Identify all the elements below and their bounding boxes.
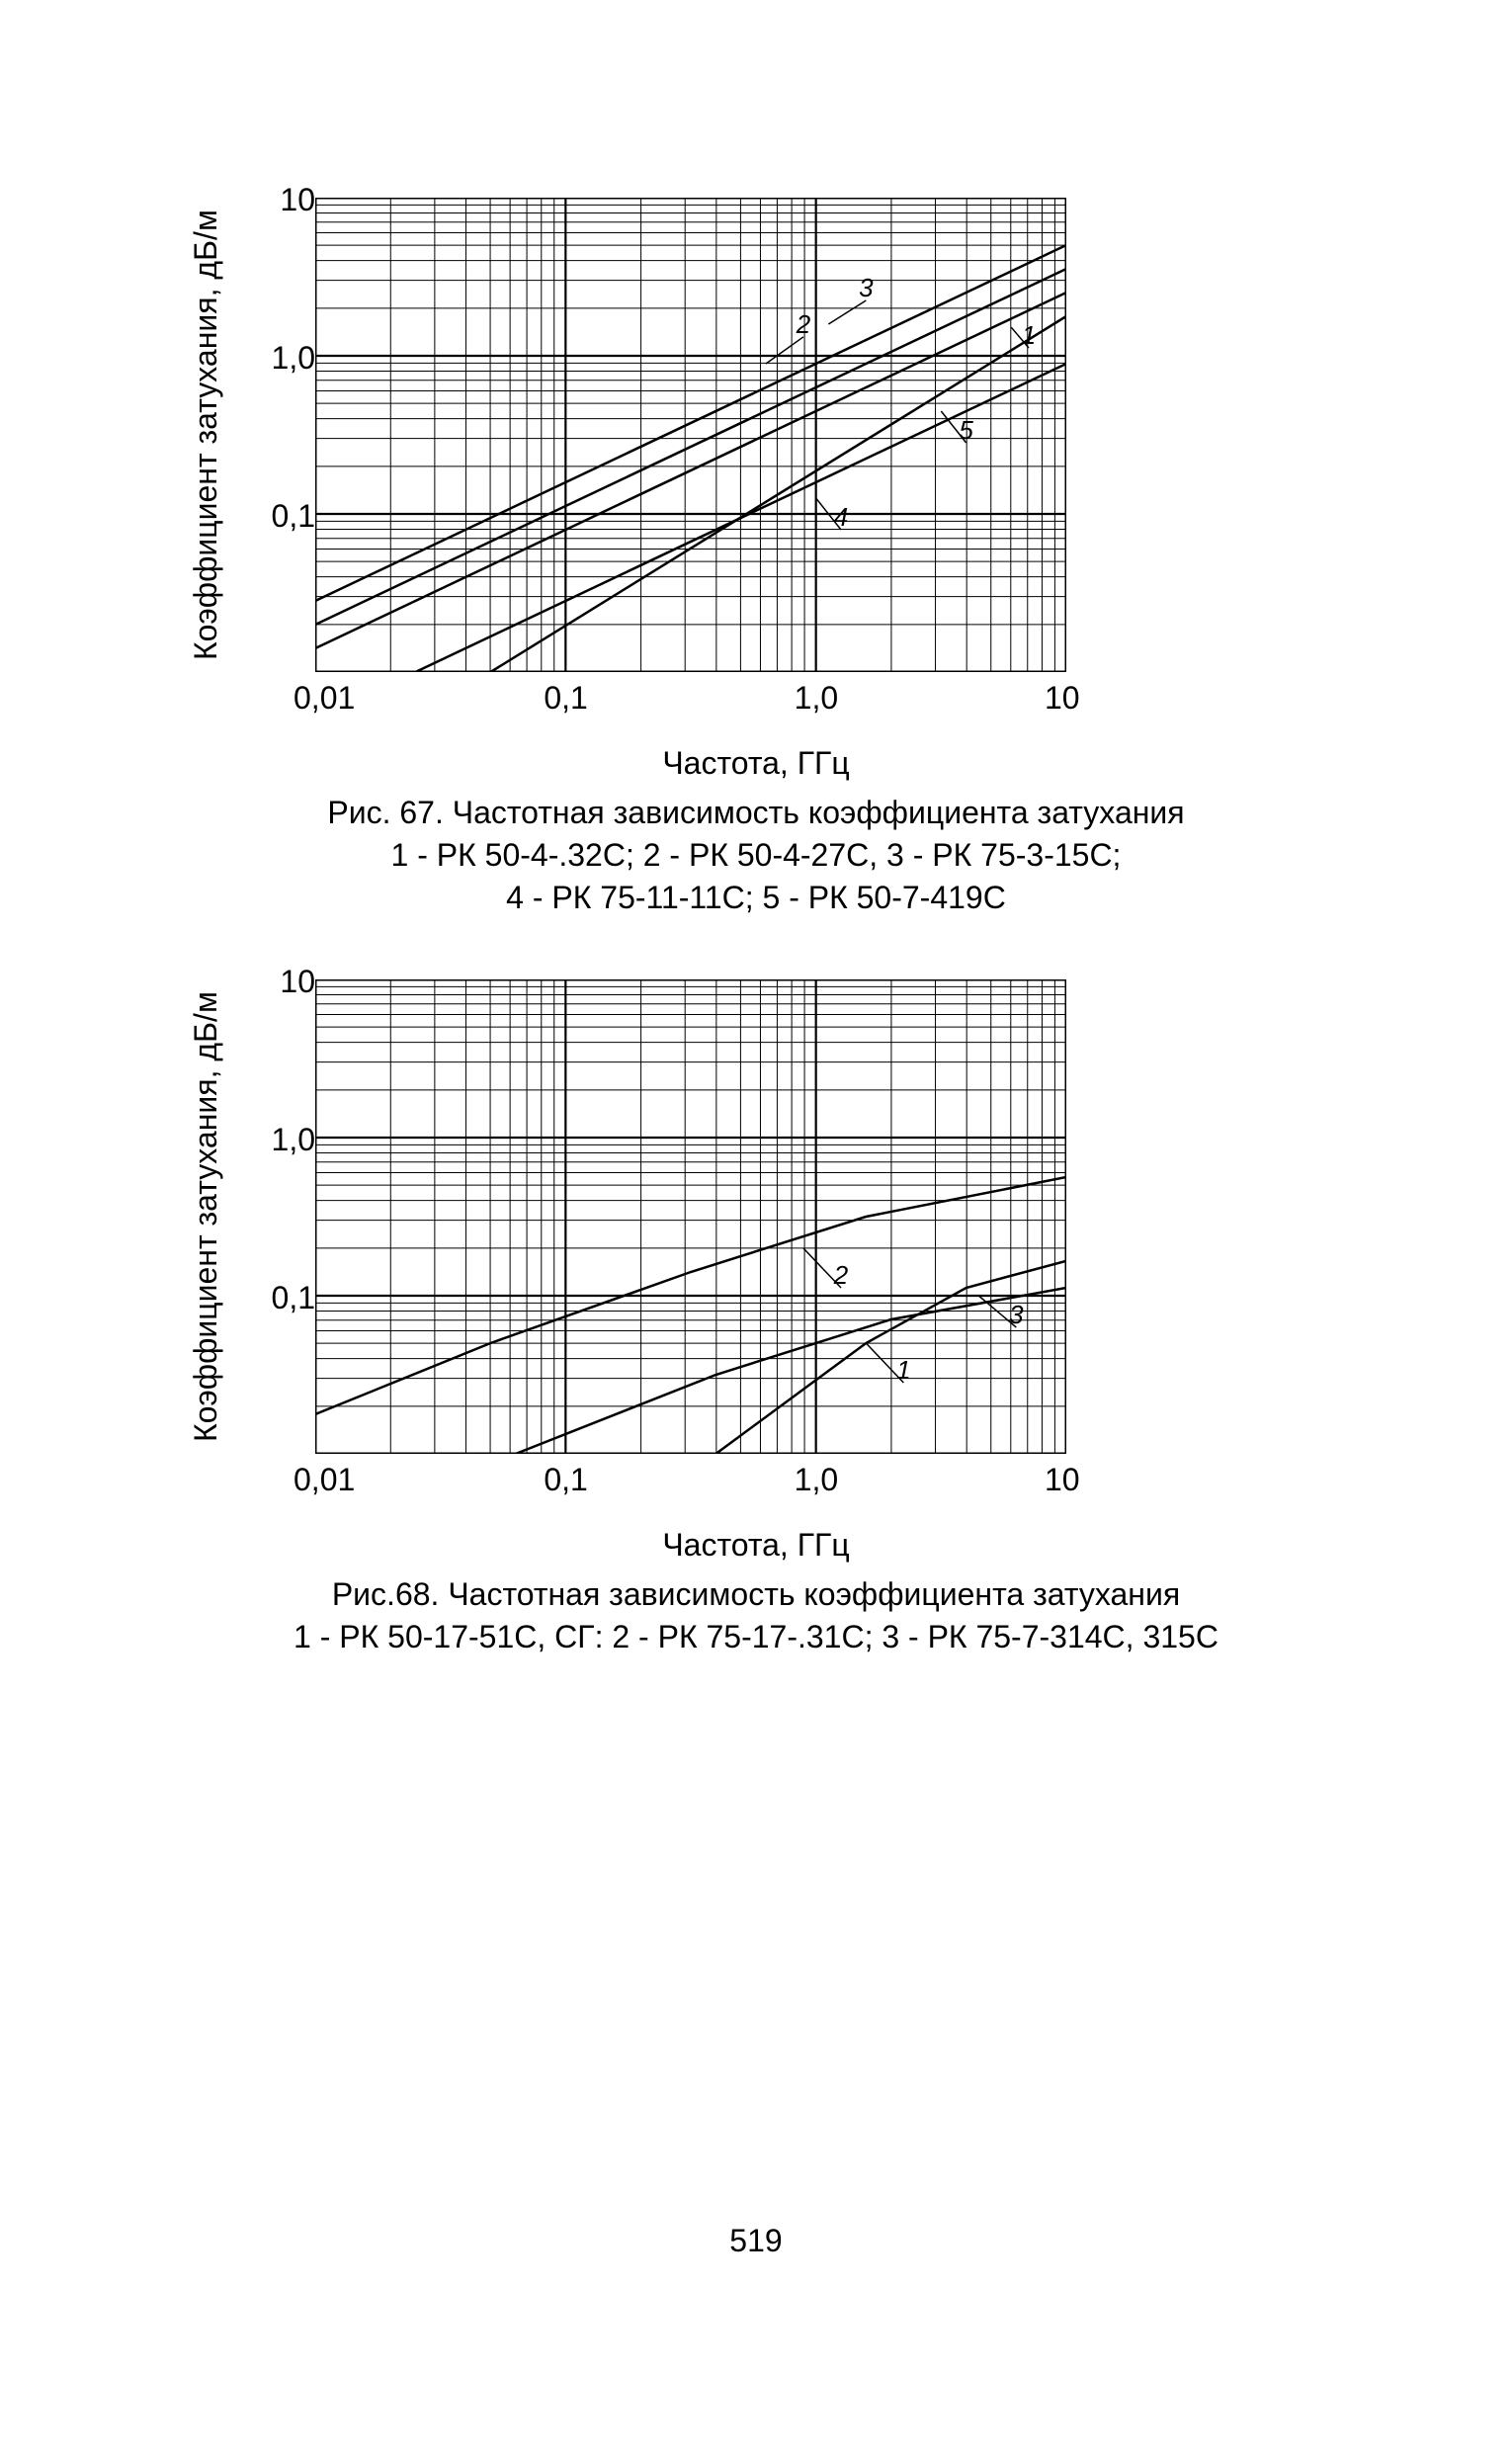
figure-67: Коэффициент затухания, дБ/м 10 1,0 0,1 1 2 3… xyxy=(188,198,1324,920)
caption-68-l1: Рис.68. Частотная зависимость коэффициен… xyxy=(332,1576,1180,1612)
y-tick-label: 10 xyxy=(280,964,315,1000)
caption-67: Рис. 67. Частотная зависимость коэффицие… xyxy=(188,792,1324,920)
svg-text:4: 4 xyxy=(834,502,848,532)
plot-67: 1 2 3 4 5 xyxy=(315,198,1066,672)
y-ticks-68: 101,00,1 xyxy=(234,979,315,1454)
x-tick-label: 1,0 xyxy=(795,680,838,717)
x-tick-label: 0,1 xyxy=(544,680,587,717)
x-tick-label: 0,1 xyxy=(544,1462,587,1498)
page: Коэффициент затухания, дБ/м 10 1,0 0,1 1 2 3… xyxy=(0,0,1512,2457)
x-tick-label: 1,0 xyxy=(795,1462,838,1498)
svg-text:3: 3 xyxy=(1009,1300,1024,1329)
caption-68: Рис.68. Частотная зависимость коэффициен… xyxy=(188,1573,1324,1658)
y-tick-label: 10 xyxy=(280,182,315,218)
x-axis-label-67: Частота, ГГц xyxy=(188,745,1324,782)
caption-67-l3: 4 - РК 75-11-11С; 5 - РК 50-7-419С xyxy=(506,880,1006,915)
y-tick-label: 0,1 xyxy=(272,1280,315,1316)
svg-text:3: 3 xyxy=(859,273,874,302)
svg-text:2: 2 xyxy=(833,1260,849,1290)
caption-67-l2: 1 - РК 50-4-.32С; 2 - РК 50-4-27С, 3 - Р… xyxy=(391,837,1122,873)
svg-text:1: 1 xyxy=(896,1355,910,1385)
x-tick-label: 0,01 xyxy=(294,1462,355,1498)
y-axis-label-67: Коэффициент затухания, дБ/м xyxy=(188,198,224,672)
x-ticks-68: 0,010,11,010 xyxy=(318,1462,1069,1497)
y-tick-label: 1,0 xyxy=(272,1122,315,1158)
x-axis-label-68: Частота, ГГц xyxy=(188,1527,1324,1564)
plot-68: 1 2 3 xyxy=(315,979,1066,1454)
x-tick-label: 0,01 xyxy=(294,680,355,717)
chart-row-68: Коэффициент затухания, дБ/м 101,00,1 123 xyxy=(188,979,1324,1454)
x-ticks-67: 0,010,11,010 xyxy=(318,680,1069,716)
caption-67-l1: Рис. 67. Частотная зависимость коэффицие… xyxy=(327,795,1184,830)
x-tick-label: 10 xyxy=(1045,680,1080,717)
y-tick-label: 1,0 xyxy=(272,340,315,377)
y-ticks-67: 101,00,1 xyxy=(234,198,315,672)
x-tick-label: 10 xyxy=(1045,1462,1080,1498)
figure-68: Коэффициент затухания, дБ/м 10 1,0 0,1 1 2 3… xyxy=(188,979,1324,1658)
svg-text:5: 5 xyxy=(959,415,973,445)
svg-text:2: 2 xyxy=(796,309,811,339)
y-axis-label-68: Коэффициент затухания, дБ/м xyxy=(188,979,224,1454)
chart-row-67: Коэффициент затухания, дБ/м 101,00,1 123… xyxy=(188,198,1324,672)
y-tick-label: 0,1 xyxy=(272,498,315,535)
svg-text:1: 1 xyxy=(1022,320,1036,350)
caption-68-l2: 1 - РК 50-17-51С, СГ: 2 - РК 75-17-.31С;… xyxy=(294,1619,1218,1654)
page-number: 519 xyxy=(0,2223,1512,2259)
